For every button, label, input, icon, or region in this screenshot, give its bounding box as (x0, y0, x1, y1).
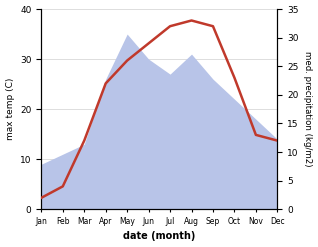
Y-axis label: max temp (C): max temp (C) (5, 78, 15, 140)
Y-axis label: med. precipitation (kg/m2): med. precipitation (kg/m2) (303, 51, 313, 167)
X-axis label: date (month): date (month) (123, 231, 196, 242)
